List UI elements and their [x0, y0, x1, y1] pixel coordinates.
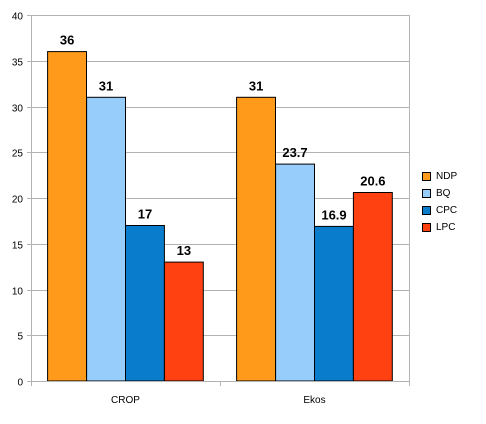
legend-item-lpc: LPC — [422, 219, 486, 235]
y-tick-label: 5 — [17, 332, 23, 343]
legend-swatch-cpc — [422, 205, 431, 215]
legend-label-lpc: LPC — [436, 221, 456, 233]
bar-ndp-ekos — [236, 96, 277, 382]
bars — [47, 51, 393, 382]
data-label-bq-crop: 31 — [99, 78, 113, 93]
legend-item-cpc: CPC — [422, 202, 486, 218]
data-label-ndp-crop: 36 — [60, 33, 74, 48]
x-tick-label-ekos: Ekos — [303, 395, 325, 406]
legend-swatch-ndp — [422, 171, 431, 181]
bar-bq-ekos — [275, 163, 316, 382]
legend-label-cpc: CPC — [436, 204, 458, 216]
data-labels: 36 31 17 13 31 23.7 16.9 20.6 — [60, 33, 386, 259]
axes — [27, 15, 410, 386]
y-tick-label: 30 — [12, 104, 24, 115]
legend-swatch-lpc — [422, 222, 431, 232]
data-label-lpc-crop: 13 — [177, 243, 191, 258]
legend: NDP BQ CPC LPC — [422, 168, 486, 236]
bar-bq-crop — [86, 96, 126, 382]
data-label-lpc-ekos: 20.6 — [360, 174, 385, 189]
x-tick-label-crop: CROP — [111, 395, 140, 406]
y-tick-label: 40 — [12, 12, 24, 23]
legend-item-ndp: NDP — [422, 168, 486, 184]
legend-swatch-bq — [422, 188, 431, 198]
bar-lpc-crop — [163, 261, 204, 382]
data-label-bq-ekos: 23.7 — [282, 145, 307, 160]
bar-cpc-ekos — [314, 225, 354, 382]
data-label-cpc-crop: 17 — [138, 207, 152, 222]
bar-ndp-crop — [47, 51, 87, 382]
legend-item-bq: BQ — [422, 185, 486, 201]
data-label-ndp-ekos: 31 — [249, 78, 263, 93]
bar-lpc-ekos — [352, 192, 393, 382]
y-tick-label: 10 — [12, 287, 24, 298]
data-label-cpc-ekos: 16.9 — [321, 207, 346, 222]
bar-cpc-crop — [125, 225, 165, 382]
legend-label-bq: BQ — [436, 187, 451, 199]
y-tick-label: 25 — [12, 149, 24, 160]
y-tick-label: 20 — [12, 195, 24, 206]
y-tick-label: 15 — [12, 241, 24, 252]
y-tick-label: 35 — [12, 58, 24, 69]
y-tick-label: 0 — [17, 378, 23, 389]
legend-label-ndp: NDP — [436, 170, 458, 182]
y-tick-labels: 0 5 10 15 20 25 30 35 40 — [12, 12, 24, 389]
x-tick-labels: CROP Ekos — [111, 395, 326, 406]
